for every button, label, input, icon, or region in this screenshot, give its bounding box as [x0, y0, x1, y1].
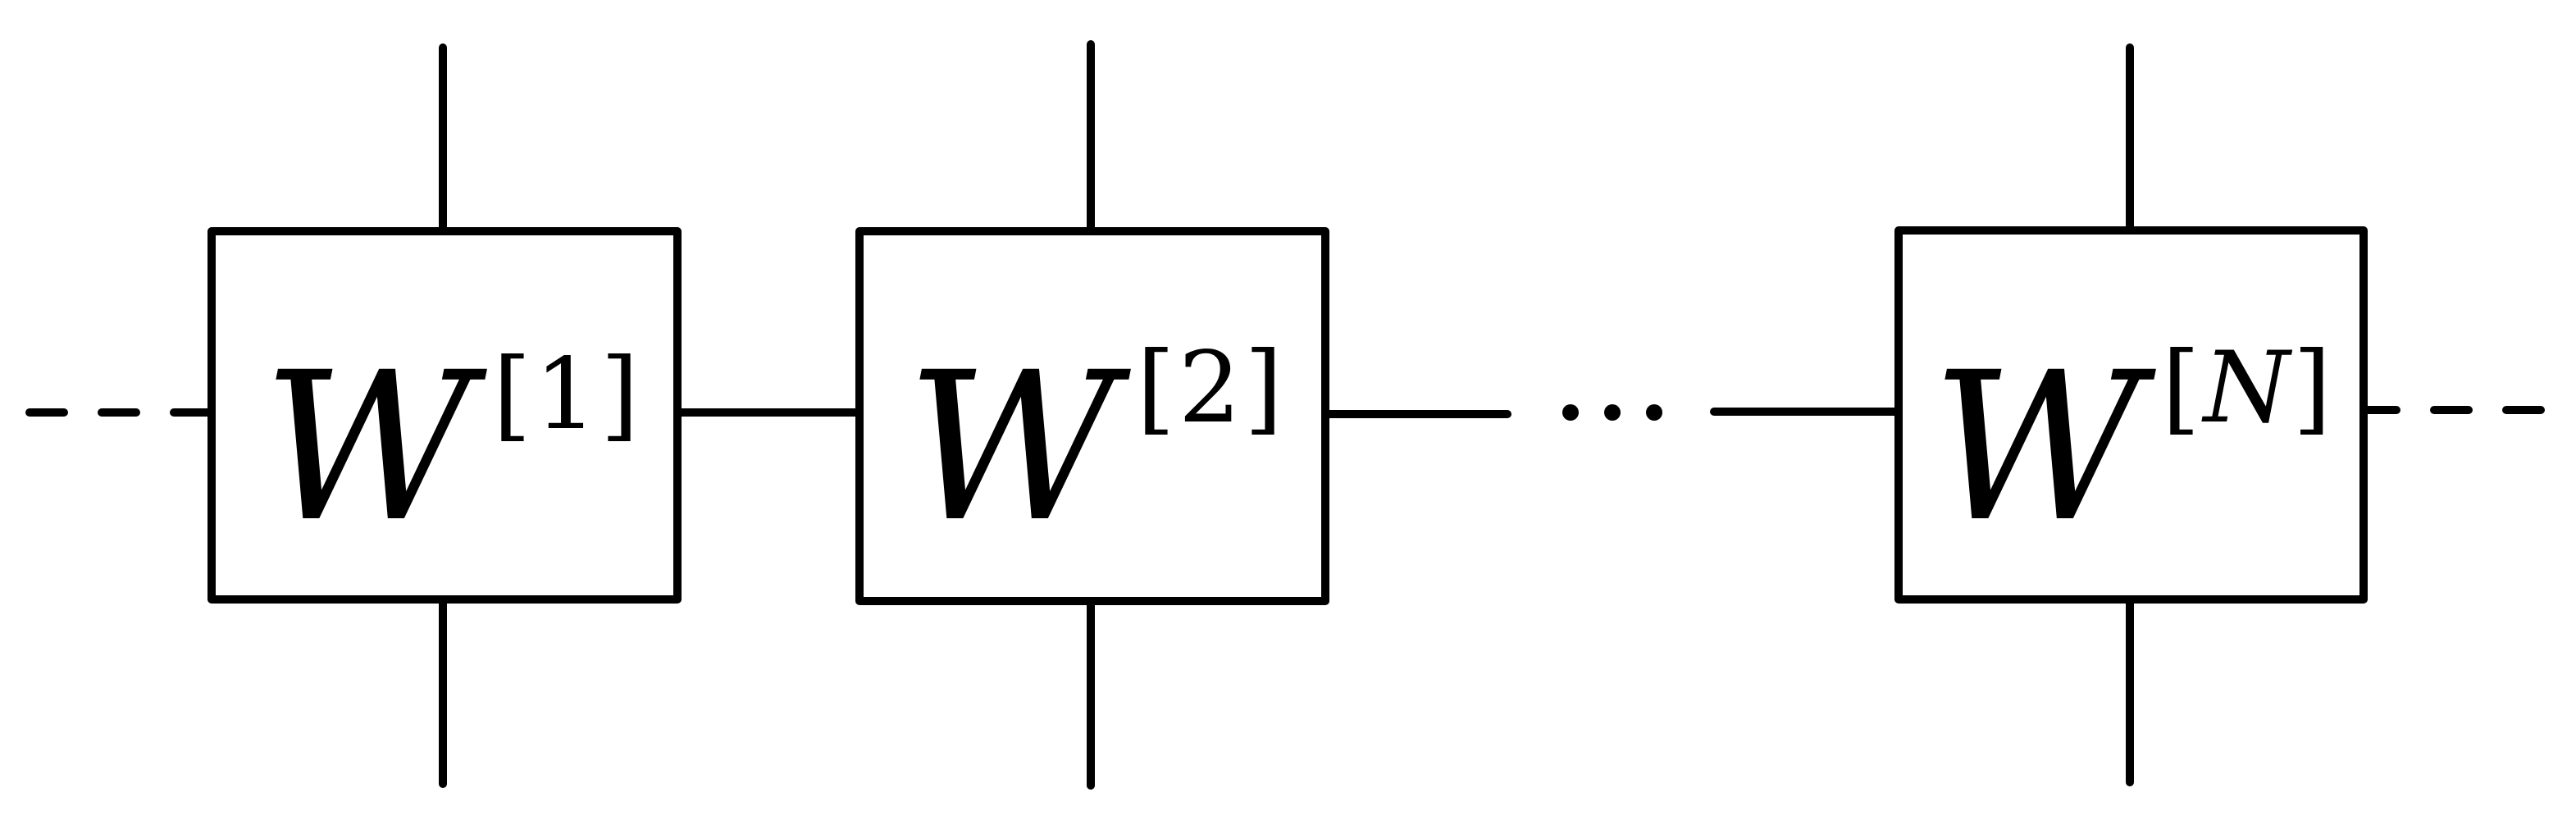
tensor-index: 2 — [1179, 331, 1241, 445]
ellipsis-dots — [1562, 404, 1662, 421]
ellipsis-dot — [1646, 404, 1662, 421]
superscript-open-bracket: [ — [1137, 331, 1175, 445]
superscript-open-bracket: [ — [493, 338, 531, 452]
superscript-close-bracket: ] — [1244, 331, 1283, 445]
superscript-open-bracket: [ — [2162, 331, 2200, 445]
tensor-2-box — [855, 227, 1329, 605]
tensor-n-box — [1894, 226, 2368, 604]
tensor-index: N — [2201, 331, 2293, 445]
tensor-symbol: W — [1931, 328, 2156, 567]
tensor-index: 1 — [535, 338, 597, 452]
tensor-2-label: W [ 2 ] — [906, 328, 1283, 567]
tensor-1-label: W [ 1 ] — [262, 328, 639, 567]
ellipsis-dot — [1562, 404, 1579, 421]
superscript-close-bracket: ] — [2293, 331, 2332, 445]
tensor-1: W [ 1 ] — [207, 43, 682, 788]
tensor-2: W [ 2 ] — [855, 40, 1329, 790]
tensor-symbol: W — [906, 328, 1131, 567]
tensor-symbol: W — [262, 328, 487, 567]
tensor-1-box — [207, 227, 682, 604]
tensor-n: W [ N ] — [1894, 43, 2368, 786]
tensor-n-label: W [ N ] — [1931, 328, 2332, 567]
superscript-close-bracket: ] — [600, 338, 639, 452]
ellipsis-dot — [1604, 404, 1621, 421]
